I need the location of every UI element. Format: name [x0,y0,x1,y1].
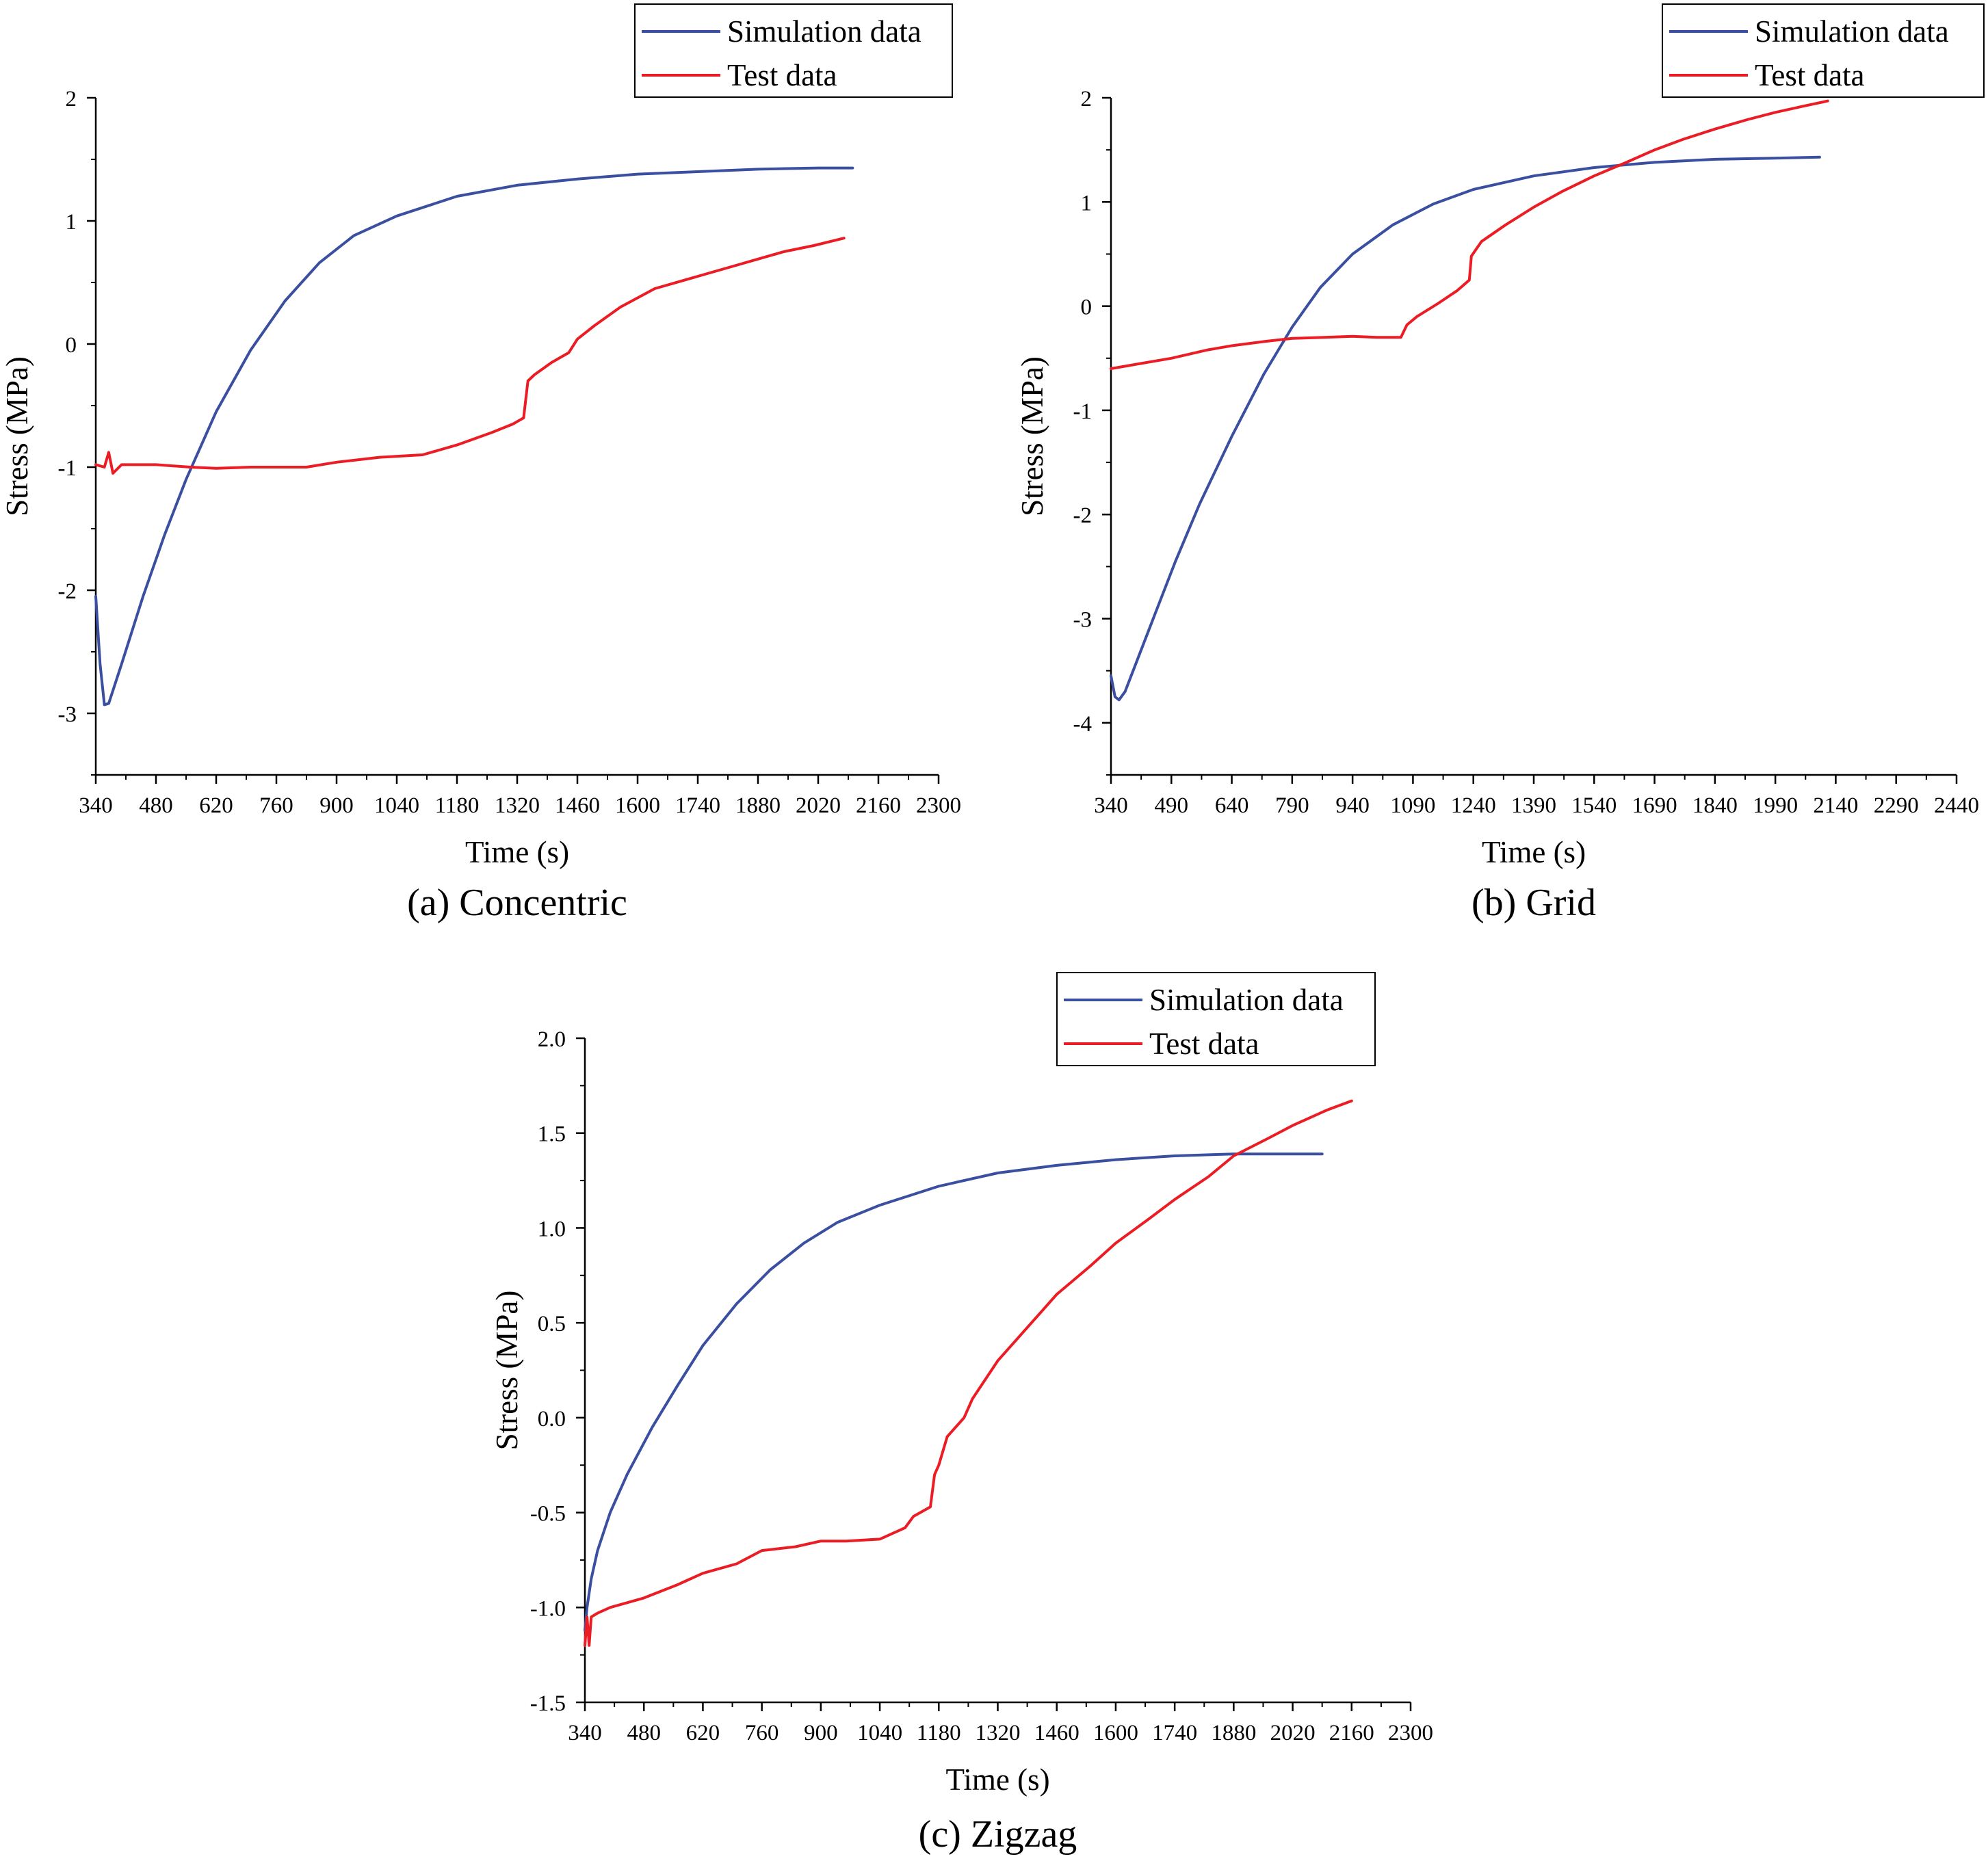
chart-concentric: 340 480 620 760 900 1040 1180 1320 1460 1600 1740 1… [0,3,961,924]
x-tick-label: 760 [259,793,293,818]
test-data-line [1110,99,1829,370]
x-tick-label: 790 [1275,793,1309,818]
y-tick-label: -3 [58,702,77,727]
x-tick-label: 1690 [1632,793,1677,818]
y-tick-label: 0.0 [538,1407,566,1431]
y-tick-label: -3 [1073,608,1093,633]
y-tick-label: -1 [58,456,77,481]
legend-label: Simulation data [727,14,921,49]
y-tick-label: 1 [66,210,77,235]
x-tick-label: 1990 [1753,793,1798,818]
x-tick-label: 2440 [1934,793,1979,818]
x-tick-label: 1180 [917,1721,961,1745]
figure-caption: (b) Grid [1472,882,1596,924]
y-tick-label: -1 [1073,399,1093,424]
x-tick-label: 2140 [1813,793,1858,818]
x-tick-label: 1180 [435,793,480,818]
x-tick-label: 2160 [1329,1721,1374,1745]
x-tick-label: 1320 [976,1721,1021,1745]
x-tick-label: 900 [319,793,354,818]
x-tick-label: 480 [627,1721,661,1745]
simulation-data-line [94,166,854,707]
y-axis-title: Stress (MPa) [1015,356,1049,516]
x-tick-label: 1740 [675,793,720,818]
y-tick-label: -2 [58,579,77,604]
y-tick-label: 0.5 [538,1312,566,1336]
x-tick-label: 1240 [1451,793,1496,818]
x-tick-label: 490 [1155,793,1189,818]
x-tick-label: 340 [79,793,113,818]
y-tick-label: -0.5 [530,1502,566,1527]
x-tick-label: 2290 [1874,793,1919,818]
test-data-line [584,1099,1353,1647]
y-tick-label: 0 [1081,295,1093,320]
legend-label: Test data [727,58,837,92]
legend-label: Simulation data [1755,14,1949,49]
y-tick-label: 1.0 [538,1217,566,1241]
x-tick-label: 620 [199,793,233,818]
figure-caption: (c) Zigzag [919,1813,1077,1856]
y-axis-title: Stress (MPa) [0,356,34,516]
x-tick-label: 1880 [1211,1721,1256,1745]
figure-caption: (a) Concentric [407,882,627,924]
x-tick-label: 2300 [1388,1721,1433,1745]
x-axis-title: Time (s) [1482,835,1586,869]
x-tick-label: 1040 [374,793,419,818]
x-axis-title: Time (s) [465,835,569,869]
simulation-data-line [1110,155,1821,702]
chart-zigzag: 340 480 620 760 900 1040 1180 1320 1460 1600 1740 1… [490,972,1433,1856]
x-tick-label: 1740 [1152,1721,1197,1745]
x-tick-label: 1540 [1571,793,1617,818]
x-tick-label: 1600 [1093,1721,1138,1745]
x-tick-label: 900 [804,1721,838,1745]
simulation-data-line [584,1152,1324,1632]
y-tick-label: 2.0 [538,1027,566,1052]
x-tick-label: 340 [568,1721,602,1745]
x-tick-label: 2020 [1270,1721,1316,1745]
x-tick-label: 620 [686,1721,720,1745]
x-tick-label: 1600 [615,793,660,818]
x-tick-label: 1840 [1692,793,1738,818]
x-tick-label: 760 [745,1721,779,1745]
y-tick-label: 1 [1081,191,1093,215]
x-tick-label: 2020 [796,793,841,818]
y-tick-label: 1.5 [538,1122,566,1147]
y-tick-label: 0 [66,333,77,358]
legend-label: Test data [1149,1027,1259,1061]
legend-box [1056,972,1376,1066]
x-tick-label: 2300 [916,793,961,818]
x-tick-label: 1880 [735,793,781,818]
x-tick-label: 1460 [555,793,600,818]
legend-box [634,3,953,98]
x-tick-label: 1390 [1511,793,1556,818]
y-tick-label: -2 [1073,503,1093,528]
legend-box [1662,3,1985,98]
legend-label: Simulation data [1149,983,1344,1017]
x-tick-label: 940 [1335,793,1370,818]
x-tick-label: 340 [1094,793,1128,818]
x-axis-title: Time (s) [945,1763,1049,1797]
y-tick-label: -4 [1073,712,1093,737]
x-tick-label: 1090 [1390,793,1435,818]
y-tick-label: -1.0 [530,1596,566,1621]
legend-label: Test data [1755,58,1865,92]
x-tick-label: 1320 [495,793,540,818]
y-tick-label: 2 [1081,87,1093,111]
y-axis-title: Stress (MPa) [490,1291,524,1451]
y-tick-label: 2 [66,87,77,111]
x-tick-label: 2160 [856,793,901,818]
x-tick-label: 640 [1215,793,1249,818]
x-tick-label: 1460 [1034,1721,1080,1745]
test-data-line [94,237,846,475]
x-tick-label: 480 [139,793,173,818]
y-tick-label: -1.5 [530,1691,566,1716]
chart-grid: 340 490 640 790 940 1090 1240 1390 1540 1690 1840 1… [1015,3,1985,924]
x-tick-label: 1040 [857,1721,902,1745]
